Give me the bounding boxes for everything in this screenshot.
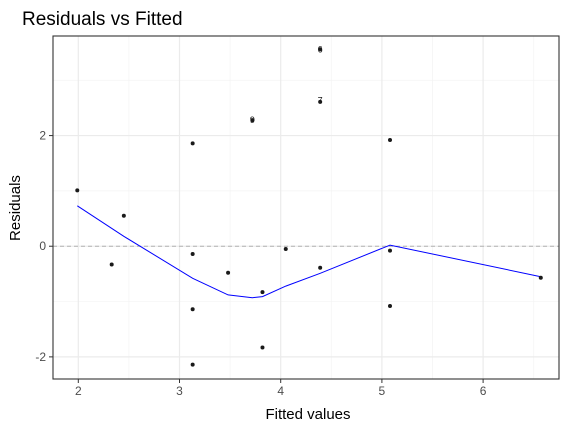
x-axis-ticks: 2 3 4 5 6	[75, 379, 487, 398]
data-point	[318, 99, 323, 104]
data-point	[318, 47, 323, 52]
data-point	[190, 251, 195, 256]
panel-border	[52, 35, 560, 380]
y-tick-label: -2	[35, 350, 46, 364]
data-point	[190, 307, 195, 312]
point-label: 6	[318, 44, 323, 54]
x-tick-label: 2	[75, 384, 82, 398]
data-points	[75, 47, 543, 367]
x-axis-label: Fitted values	[265, 406, 350, 423]
x-tick-label: 5	[379, 384, 386, 398]
data-point	[190, 362, 195, 367]
data-point	[283, 246, 288, 251]
x-tick-label: 3	[176, 384, 183, 398]
y-axis-label: Residuals	[7, 175, 24, 241]
data-point	[250, 118, 255, 123]
data-point	[387, 248, 392, 253]
data-point	[318, 265, 323, 270]
chart-title: Residuals vs Fitted	[22, 9, 183, 30]
data-point	[121, 213, 126, 218]
data-point	[260, 345, 265, 350]
data-point	[538, 275, 543, 280]
y-axis-ticks: -2 0 2	[35, 129, 53, 364]
x-tick-label: 6	[480, 384, 487, 398]
y-tick-label: 2	[39, 129, 46, 143]
point-label: 7	[318, 96, 323, 106]
data-point	[75, 188, 80, 193]
data-point	[387, 138, 392, 143]
point-label: 9	[250, 115, 255, 125]
panel-background	[53, 36, 559, 379]
smooth-trend-line	[77, 205, 541, 299]
data-point	[226, 270, 231, 275]
data-point	[109, 262, 114, 267]
x-tick-label: 4	[277, 384, 284, 398]
data-point	[387, 303, 392, 308]
point-labels: 9 7 6	[250, 44, 323, 125]
data-point	[190, 141, 195, 146]
minor-grid	[53, 36, 559, 379]
data-point	[260, 290, 265, 295]
y-tick-label: 0	[39, 239, 46, 253]
